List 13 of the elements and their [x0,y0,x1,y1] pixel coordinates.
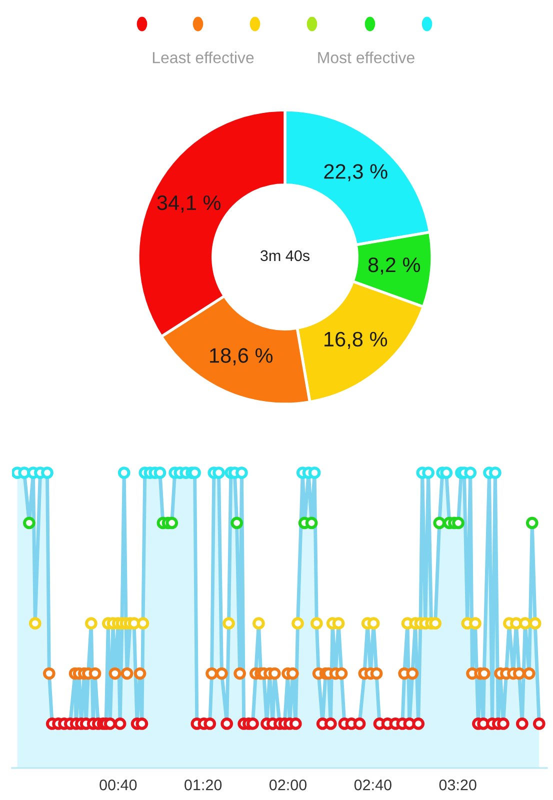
data-label: 22,3 % [324,164,388,182]
data-label: 18,6 % [210,348,273,366]
x-tick-label: 01:20 [184,780,222,790]
data-label: 8,2 % [368,257,420,275]
data-label: 16,8 % [324,332,388,350]
data-label: 34,1 % [157,195,221,213]
x-tick-label: 00:40 [100,780,137,790]
x-tick-label: 03:20 [439,780,476,790]
x-tick-label: 02:40 [354,780,392,790]
text: Least effective [152,52,254,64]
x-tick-label: 02:00 [269,780,307,790]
text: 3m 40s [260,250,310,262]
text: Most effective [318,52,414,64]
